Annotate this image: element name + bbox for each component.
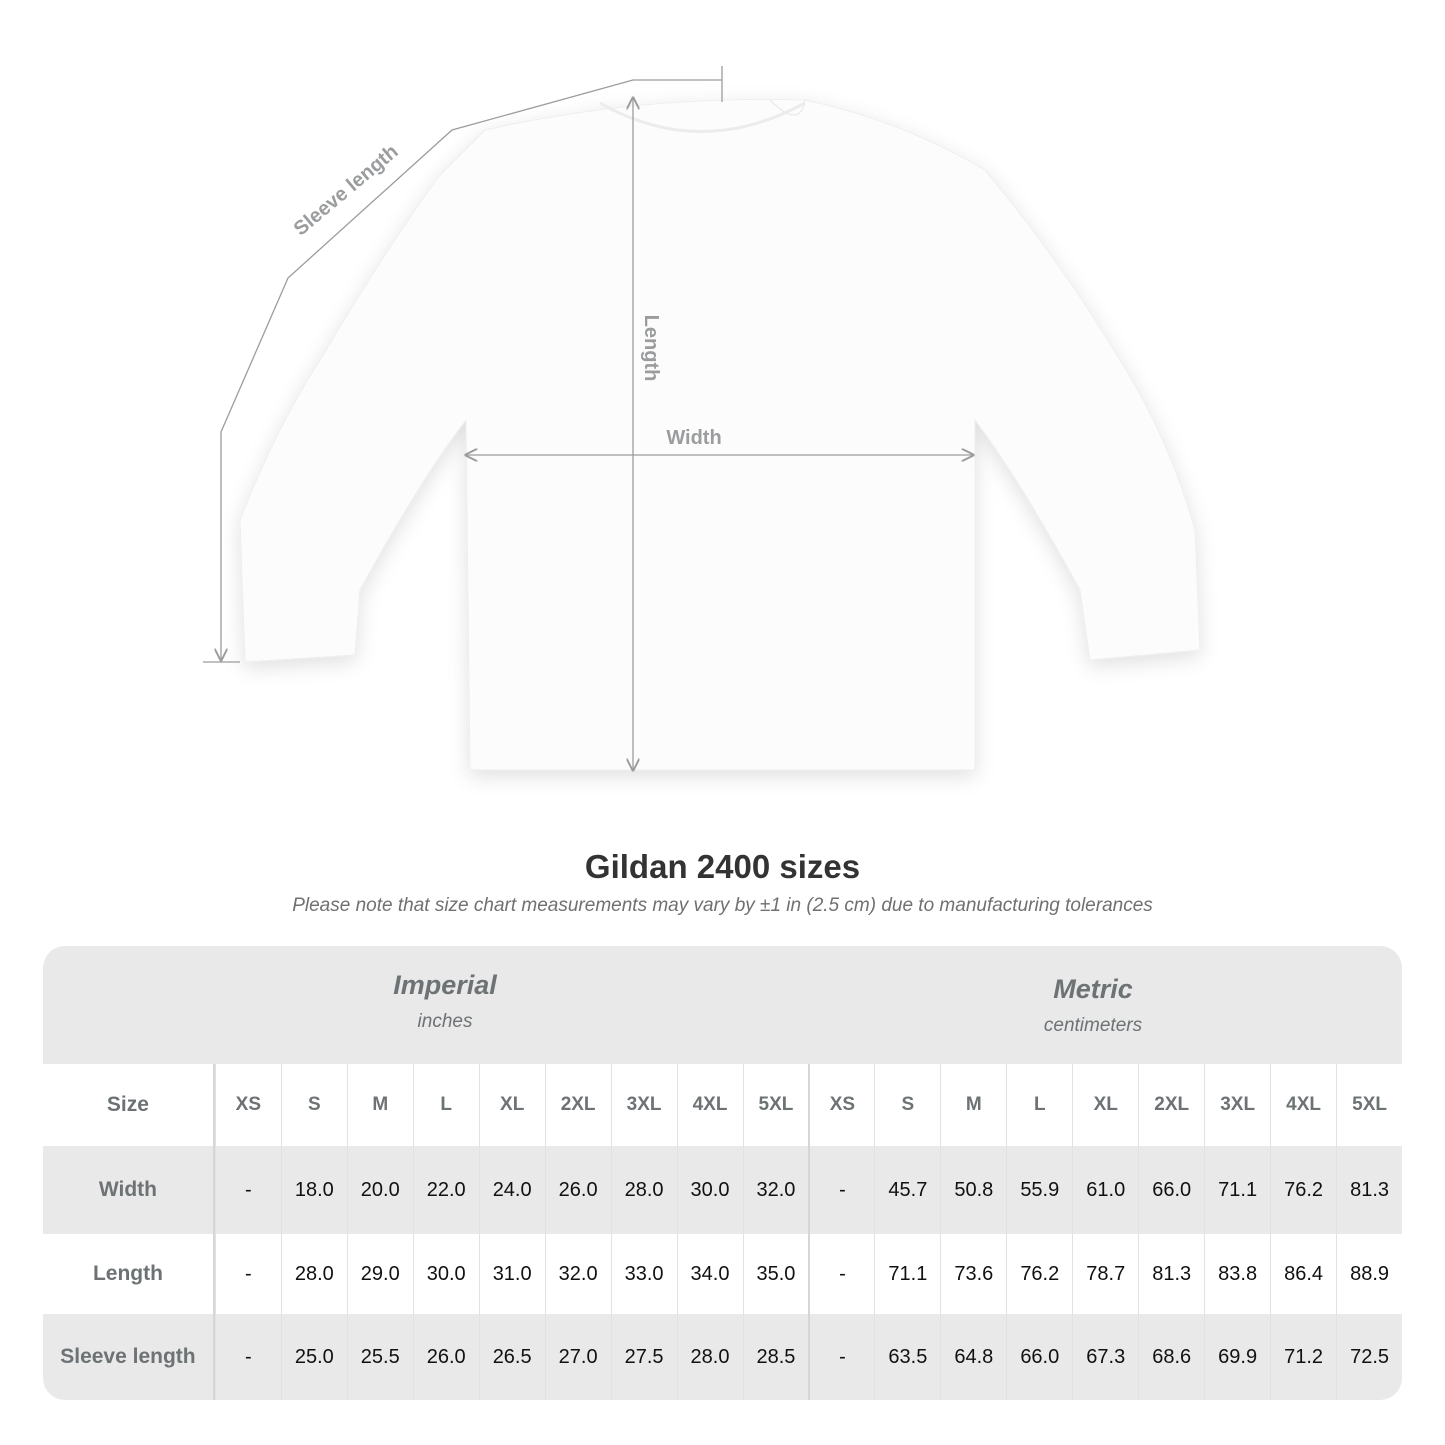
- metric-title: Metric: [1053, 974, 1133, 1004]
- metric-value-cell: 72.5: [1336, 1314, 1402, 1400]
- metric-value-cell: 69.9: [1204, 1314, 1270, 1400]
- table-row: Width -18.0 20.0 22.0 24.0 26.0 28.0 30.0 32.0-4…: [43, 1146, 1402, 1234]
- metric-value-cell: 63.5: [874, 1314, 940, 1400]
- imperial-value-cell: 27.0: [544, 1314, 611, 1400]
- metric-value-cell: 76.2: [1270, 1146, 1336, 1234]
- imperial-value-cell: -: [214, 1234, 281, 1314]
- row-label: Size: [43, 1064, 215, 1146]
- imperial-value-cell: 32.0: [544, 1234, 611, 1314]
- imperial-value-cell: 26.5: [478, 1314, 545, 1400]
- size-header-row: Size XS S M L XL 2XL 3XL 4XL 5XL XS S M L XL 2XL 3XL 4XL 5…: [43, 1064, 1402, 1146]
- imperial-value-cell: 28.5: [742, 1314, 809, 1400]
- metric-size-header: S: [874, 1064, 940, 1146]
- imperial-value-cell: 30.0: [676, 1146, 743, 1234]
- tolerance-note: Please note that size chart measurements…: [292, 895, 1153, 916]
- metric-unit: centimeters: [1043, 1015, 1143, 1036]
- imperial-value-cell: -: [214, 1314, 281, 1400]
- imperial-value-cell: 28.0: [280, 1234, 347, 1314]
- metric-value-cell: -: [808, 1146, 874, 1234]
- imperial-value-cell: 18.0: [280, 1146, 347, 1234]
- imperial-size-header: S: [280, 1064, 347, 1146]
- metric-value-cell: 45.7: [874, 1146, 940, 1234]
- imperial-value-cell: 34.0: [676, 1234, 743, 1314]
- width-label: Width: [666, 427, 721, 449]
- imperial-value-cell: 24.0: [478, 1146, 545, 1234]
- metric-size-header: 5XL: [1336, 1064, 1402, 1146]
- imperial-value-cell: 20.0: [346, 1146, 413, 1234]
- imperial-title: Imperial: [393, 970, 497, 1000]
- metric-value-cell: 64.8: [940, 1314, 1006, 1400]
- metric-value-cell: 81.3: [1336, 1146, 1402, 1234]
- imperial-size-header: 4XL: [676, 1064, 743, 1146]
- metric-size-header: M: [940, 1064, 1006, 1146]
- imperial-value-cell: 22.0: [412, 1146, 479, 1234]
- imperial-size-header: 3XL: [610, 1064, 677, 1146]
- imperial-value-cell: 25.5: [346, 1314, 413, 1400]
- imperial-value-cell: 28.0: [676, 1314, 743, 1400]
- metric-value-cell: 83.8: [1204, 1234, 1270, 1314]
- metric-size-header: 4XL: [1270, 1064, 1336, 1146]
- metric-value-cell: 50.8: [940, 1146, 1006, 1234]
- metric-value-cell: 78.7: [1072, 1234, 1138, 1314]
- metric-value-cell: 71.2: [1270, 1314, 1336, 1400]
- shirt-diagram: Sleeve length Length Width: [203, 66, 1201, 830]
- imperial-header: Imperial inches: [215, 970, 675, 1033]
- metric-value-cell: 61.0: [1072, 1146, 1138, 1234]
- imperial-value-cell: 30.0: [412, 1234, 479, 1314]
- imperial-value-cell: 33.0: [610, 1234, 677, 1314]
- imperial-size-header: M: [346, 1064, 413, 1146]
- metric-value-cell: 88.9: [1336, 1234, 1402, 1314]
- imperial-value-cell: 28.0: [610, 1146, 677, 1234]
- shirt-illustration: [239, 98, 1201, 771]
- metric-value-cell: 81.3: [1138, 1234, 1204, 1314]
- imperial-value-cell: 25.0: [280, 1314, 347, 1400]
- size-table: Imperial inches Metric centimeters Size X…: [43, 946, 1402, 1400]
- imperial-value-cell: 27.5: [610, 1314, 677, 1400]
- metric-size-header: L: [1006, 1064, 1072, 1146]
- metric-value-cell: 71.1: [874, 1234, 940, 1314]
- metric-header: Metric centimeters: [863, 974, 1323, 1037]
- metric-value-cell: 76.2: [1006, 1234, 1072, 1314]
- table-row: Length -28.0 29.0 30.0 31.0 32.0 33.0 34.0 35.0-…: [43, 1234, 1402, 1314]
- metric-size-header: XL: [1072, 1064, 1138, 1146]
- imperial-value-cell: -: [214, 1146, 281, 1234]
- imperial-value-cell: 29.0: [346, 1234, 413, 1314]
- length-label: Length: [640, 315, 662, 382]
- metric-size-header: XS: [808, 1064, 874, 1146]
- imperial-size-header: L: [412, 1064, 479, 1146]
- imperial-unit: inches: [417, 1011, 473, 1032]
- row-label: Length: [43, 1234, 215, 1314]
- imperial-value-cell: 32.0: [742, 1146, 809, 1234]
- metric-value-cell: 55.9: [1006, 1146, 1072, 1234]
- table-row: Sleeve length -25.0 25.5 26.0 26.5 27.0 27.5 28…: [43, 1314, 1402, 1400]
- metric-value-cell: -: [808, 1314, 874, 1400]
- metric-size-header: 3XL: [1204, 1064, 1270, 1146]
- sleeve-measure-line: [203, 66, 723, 663]
- imperial-value-cell: 26.0: [412, 1314, 479, 1400]
- imperial-value-cell: 31.0: [478, 1234, 545, 1314]
- metric-value-cell: 71.1: [1204, 1146, 1270, 1234]
- metric-value-cell: 66.0: [1138, 1146, 1204, 1234]
- imperial-size-header: XL: [478, 1064, 545, 1146]
- page-title: Gildan 2400 sizes: [584, 848, 861, 885]
- metric-value-cell: -: [808, 1234, 874, 1314]
- imperial-value-cell: 26.0: [544, 1146, 611, 1234]
- row-label: Width: [43, 1146, 215, 1234]
- imperial-size-header: 5XL: [742, 1064, 809, 1146]
- metric-value-cell: 86.4: [1270, 1234, 1336, 1314]
- metric-value-cell: 66.0: [1006, 1314, 1072, 1400]
- imperial-size-header: 2XL: [544, 1064, 611, 1146]
- imperial-value-cell: 35.0: [742, 1234, 809, 1314]
- table-header-band: [43, 946, 1402, 1064]
- metric-value-cell: 68.6: [1138, 1314, 1204, 1400]
- row-label: Sleeve length: [43, 1314, 215, 1400]
- metric-value-cell: 73.6: [940, 1234, 1006, 1314]
- metric-size-header: 2XL: [1138, 1064, 1204, 1146]
- metric-value-cell: 67.3: [1072, 1314, 1138, 1400]
- imperial-size-header: XS: [214, 1064, 281, 1146]
